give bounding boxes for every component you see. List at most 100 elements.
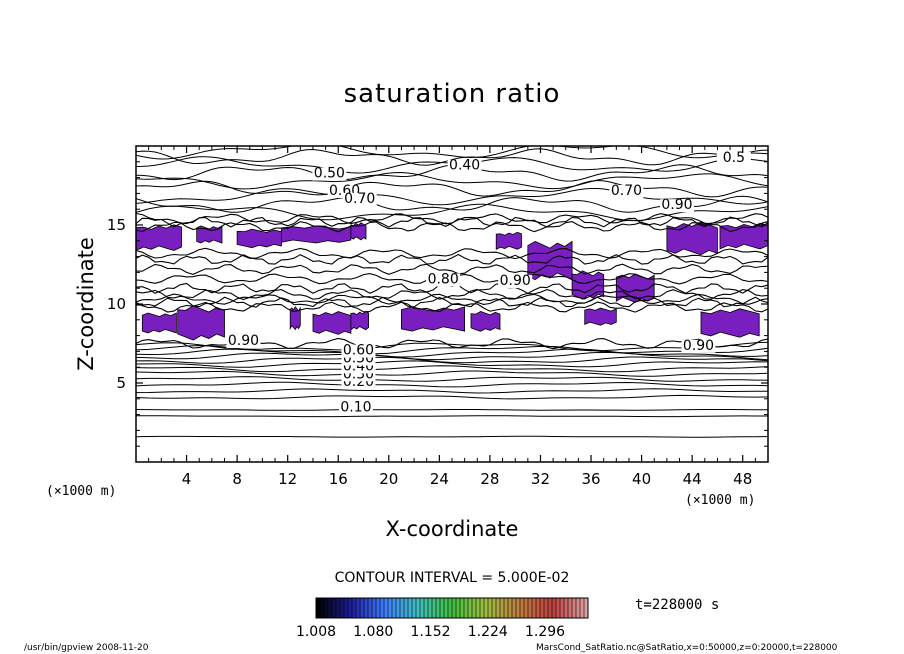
contour-line <box>136 146 768 160</box>
colorbar-stripe <box>328 598 332 618</box>
chart-title: saturation ratio <box>344 79 561 109</box>
contour-label: 0.60 <box>343 343 374 359</box>
colorbar-stripe <box>500 598 504 618</box>
x-tick-label: 16 <box>329 470 348 488</box>
x-tick-label: 4 <box>182 470 192 488</box>
supersaturated-region <box>584 307 617 326</box>
x-axis-label: X-coordinate <box>386 517 519 541</box>
colorbar-stripe <box>496 598 500 618</box>
colorbar-stripe <box>532 598 536 618</box>
colorbar-stripe <box>352 598 356 618</box>
colorbar-stripe <box>344 598 348 618</box>
colorbar-stripe <box>488 598 492 618</box>
footer-right: MarsCond_SatRatio.nc@SatRatio,x=0:50000,… <box>536 643 838 653</box>
supersaturated-region <box>350 222 367 241</box>
colorbar-stripe <box>360 598 364 618</box>
contour-line <box>136 171 768 190</box>
plot-area: 0.100.200.300.400.500.600.90 0.900.80 0.90… <box>135 145 769 463</box>
contour-line <box>136 253 768 265</box>
colorbar-stripe <box>572 598 576 618</box>
supersaturated-region <box>177 305 225 341</box>
x-axis-unit: (×1000 m) <box>685 493 755 508</box>
contour-label: 0.90 <box>683 338 714 354</box>
contour-labels: 0.100.200.300.400.500.600.90 0.900.80 0.90… <box>226 150 751 415</box>
colorbar-stripe <box>420 598 424 618</box>
colorbar-stripe <box>492 598 496 618</box>
colorbar-stripe <box>400 598 404 618</box>
contour-line <box>136 351 768 361</box>
contour-label: 0.80 <box>428 271 459 287</box>
colorbar-stripe <box>528 598 532 618</box>
colorbar-stripe <box>524 598 528 618</box>
colorbar-stripe <box>536 598 540 618</box>
colorbar-stripe <box>552 598 556 618</box>
colorbar-tick-label: 1.152 <box>410 624 450 640</box>
contour-line <box>136 220 768 233</box>
colorbar-stripe <box>468 598 472 618</box>
x-tick-label: 28 <box>480 470 499 488</box>
contour-line <box>136 247 768 260</box>
colorbar-stripe <box>372 598 376 618</box>
supersaturated-region <box>196 225 223 244</box>
contour-line <box>136 360 768 368</box>
colorbar-stripe <box>480 598 484 618</box>
colorbar-stripe <box>580 598 584 618</box>
y-axis-label: Z-coordinate <box>74 237 98 371</box>
colorbar-tick-label: 1.008 <box>296 624 336 640</box>
y-tick-label: 5 <box>116 374 126 392</box>
colorbar-stripe <box>316 598 320 618</box>
colorbar-stripe <box>332 598 336 618</box>
supersaturated-region <box>495 231 522 250</box>
colorbar-stripe <box>568 598 572 618</box>
colorbar-stripe <box>520 598 524 618</box>
colorbar-stripe <box>404 598 408 618</box>
x-tick-label: 20 <box>379 470 398 488</box>
colorbar-stripe <box>504 598 508 618</box>
colorbar-stripe <box>476 598 480 618</box>
colorbar-stripe <box>508 598 512 618</box>
supersaturated-region <box>236 228 282 249</box>
colorbar-stripe <box>428 598 432 618</box>
x-tick-label: 32 <box>531 470 550 488</box>
colorbar-stripe <box>380 598 384 618</box>
y-axis-unit: (×1000 m) <box>46 484 116 499</box>
supersaturated-region <box>470 310 501 332</box>
contour-line <box>136 381 768 388</box>
contour-line <box>136 365 768 373</box>
contour-interval-label: CONTOUR INTERVAL = 5.000E-02 <box>335 570 570 586</box>
colorbar-stripe <box>440 598 444 618</box>
contour-label: 0.90 <box>228 333 259 349</box>
contour-label-background <box>226 335 261 349</box>
contour-line <box>136 356 768 364</box>
colorbar-stripe <box>320 598 324 618</box>
colorbar-stripe <box>540 598 544 618</box>
contour-label-background <box>659 199 694 213</box>
colorbar-stripe <box>512 598 516 618</box>
x-tick-label: 48 <box>733 470 752 488</box>
contour-label-background <box>609 184 644 198</box>
colorbar-stripe <box>464 598 468 618</box>
colorbar-stripe <box>392 598 396 618</box>
colorbar-stripe <box>388 598 392 618</box>
supersaturated-region <box>700 308 760 338</box>
colorbar-stripe <box>324 598 328 618</box>
colorbar-tick-label: 1.224 <box>468 624 508 640</box>
contour-label: 0.5 <box>723 150 745 166</box>
supersaturated-region <box>350 310 369 331</box>
supersaturated-region <box>141 312 177 334</box>
colorbar-stripe <box>472 598 476 618</box>
contour-label: 0.50 <box>314 166 345 182</box>
contour-line <box>136 179 768 198</box>
contour-label-background <box>716 151 751 165</box>
supersaturated-region <box>400 306 465 332</box>
x-tick-label: 8 <box>232 470 242 488</box>
colorbar-stripe <box>516 598 520 618</box>
colorbar-frame <box>315 597 589 619</box>
contour-label: 0.90 <box>500 273 531 289</box>
contour-line <box>136 148 768 166</box>
contour-line <box>136 415 768 418</box>
y-tick-label: 10 <box>107 295 126 313</box>
x-tick-label: 36 <box>581 470 600 488</box>
contour-line <box>136 394 768 400</box>
contour-line <box>136 409 768 411</box>
